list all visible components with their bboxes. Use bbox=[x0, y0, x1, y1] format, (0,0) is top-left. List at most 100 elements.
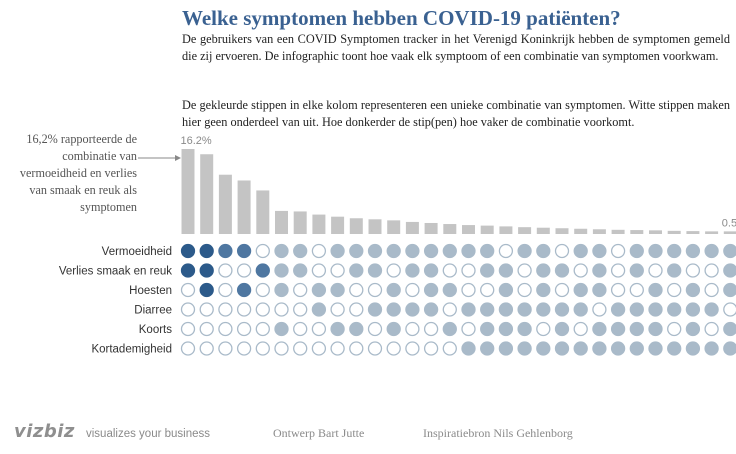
bar-23 bbox=[592, 229, 606, 234]
dot-r5-c7 bbox=[293, 321, 308, 337]
dot-r5-c15 bbox=[442, 321, 457, 337]
dot-r3-c28 bbox=[685, 282, 701, 298]
bar-label-last: 0.5% bbox=[722, 217, 736, 229]
dot-r2-c16 bbox=[461, 263, 476, 278]
dot-r5-c19 bbox=[517, 321, 532, 337]
dot-r6-c27 bbox=[667, 341, 682, 356]
dot-r3-c8 bbox=[311, 282, 327, 298]
dot-r4-c22 bbox=[573, 302, 588, 317]
bar-19 bbox=[518, 227, 532, 234]
page-title: Welke symptomen hebben COVID-19 patiënte… bbox=[182, 6, 621, 30]
bar-2 bbox=[200, 154, 214, 234]
dot-r6-c17 bbox=[480, 341, 495, 356]
dot-r3-c7 bbox=[293, 282, 308, 298]
dot-r3-c14 bbox=[423, 282, 439, 298]
intro-text-2: De gekleurde stippen in elke kolom repre… bbox=[182, 98, 730, 129]
row-label-3: Hoesten bbox=[129, 285, 172, 297]
dot-r4-c12 bbox=[386, 302, 401, 317]
dot-r2-c12 bbox=[386, 263, 401, 278]
dot-r2-c9 bbox=[330, 263, 345, 278]
dot-r2-c29 bbox=[704, 263, 719, 278]
dot-r2-c30 bbox=[723, 263, 736, 278]
dot-r6-c12 bbox=[386, 341, 401, 356]
dot-r2-c17 bbox=[480, 263, 495, 278]
dot-r6-c30 bbox=[723, 341, 736, 356]
dot-r4-c8 bbox=[311, 302, 327, 317]
dot-r5-c3 bbox=[218, 321, 233, 337]
dot-r1-c10 bbox=[349, 243, 364, 259]
dot-r2-c6 bbox=[274, 263, 289, 278]
dot-r3-c18 bbox=[498, 282, 514, 298]
vizbiz-logo: vizbiz bbox=[14, 421, 75, 442]
dot-r4-c1 bbox=[180, 302, 196, 317]
row-label-5: Koorts bbox=[139, 324, 172, 336]
dot-r1-c24 bbox=[610, 243, 626, 259]
dot-r5-c27 bbox=[667, 321, 682, 337]
dot-r5-c6 bbox=[274, 321, 289, 337]
dot-r1-c6 bbox=[274, 243, 289, 259]
dot-r2-c18 bbox=[498, 263, 514, 278]
dot-r4-c9 bbox=[330, 302, 345, 317]
dot-r6-c14 bbox=[423, 341, 439, 356]
dot-r5-c28 bbox=[685, 321, 701, 337]
dot-r4-c4 bbox=[236, 302, 252, 317]
dot-r1-c19 bbox=[517, 243, 532, 259]
dot-r4-c18 bbox=[498, 302, 514, 317]
bar-21 bbox=[555, 228, 569, 234]
bar-3 bbox=[218, 174, 232, 234]
dot-r3-c13 bbox=[405, 282, 420, 298]
dot-r6-c9 bbox=[330, 341, 345, 356]
row-label-6: Kortademigheid bbox=[91, 344, 172, 356]
dot-r5-c24 bbox=[610, 321, 626, 337]
dot-r3-c29 bbox=[704, 282, 719, 298]
dot-r2-c27 bbox=[667, 263, 682, 278]
dot-r3-c10 bbox=[349, 282, 364, 298]
dot-r4-c28 bbox=[685, 302, 701, 317]
dot-r3-c4 bbox=[236, 282, 252, 298]
bar-8 bbox=[312, 214, 326, 234]
dot-r5-c23 bbox=[592, 321, 607, 337]
dot-r5-c17 bbox=[480, 321, 495, 337]
dot-r6-c13 bbox=[405, 341, 420, 356]
dot-r1-c2 bbox=[199, 243, 214, 259]
bar-27 bbox=[667, 230, 681, 234]
dot-r1-c15 bbox=[442, 243, 457, 259]
dot-r3-c2 bbox=[199, 282, 214, 298]
bar-6 bbox=[275, 210, 288, 234]
dot-r5-c16 bbox=[461, 321, 476, 337]
dot-r6-c26 bbox=[648, 341, 663, 356]
dot-r2-c22 bbox=[573, 263, 588, 278]
dot-r3-c3 bbox=[218, 282, 233, 298]
dot-r6-c24 bbox=[610, 341, 626, 356]
dot-r3-c25 bbox=[629, 282, 644, 298]
dot-r5-c20 bbox=[536, 321, 551, 337]
dot-r3-c9 bbox=[330, 282, 345, 298]
dot-r5-c21 bbox=[554, 321, 570, 337]
dot-r3-c17 bbox=[480, 282, 495, 298]
dot-r1-c5 bbox=[255, 243, 270, 259]
dot-r2-c10 bbox=[349, 263, 364, 278]
dot-r4-c23 bbox=[592, 302, 607, 317]
dot-r5-c8 bbox=[311, 321, 327, 337]
dot-r5-c26 bbox=[648, 321, 663, 337]
bar-1 bbox=[181, 149, 195, 234]
dot-r1-c4 bbox=[236, 243, 252, 259]
dot-r3-c20 bbox=[536, 282, 551, 298]
row-label-2: Verlies smaak en reuk bbox=[59, 266, 172, 278]
bar-29 bbox=[705, 231, 719, 234]
dot-r3-c5 bbox=[255, 282, 270, 298]
dot-r6-c29 bbox=[704, 341, 719, 356]
dot-r5-c22 bbox=[573, 321, 588, 337]
dot-r2-c13 bbox=[405, 263, 420, 278]
annotation-arrowhead bbox=[175, 155, 181, 161]
dot-r4-c6 bbox=[274, 302, 289, 317]
dot-r5-c14 bbox=[423, 321, 439, 337]
dot-r2-c2 bbox=[199, 263, 214, 278]
dot-r2-c15 bbox=[442, 263, 457, 278]
dot-r4-c10 bbox=[349, 302, 364, 317]
bar-12 bbox=[387, 220, 401, 234]
dot-r2-c1 bbox=[180, 263, 196, 278]
bar-10 bbox=[349, 218, 363, 234]
dot-r6-c6 bbox=[274, 341, 289, 356]
design-credit: Ontwerp Bart Jutte bbox=[273, 426, 365, 440]
